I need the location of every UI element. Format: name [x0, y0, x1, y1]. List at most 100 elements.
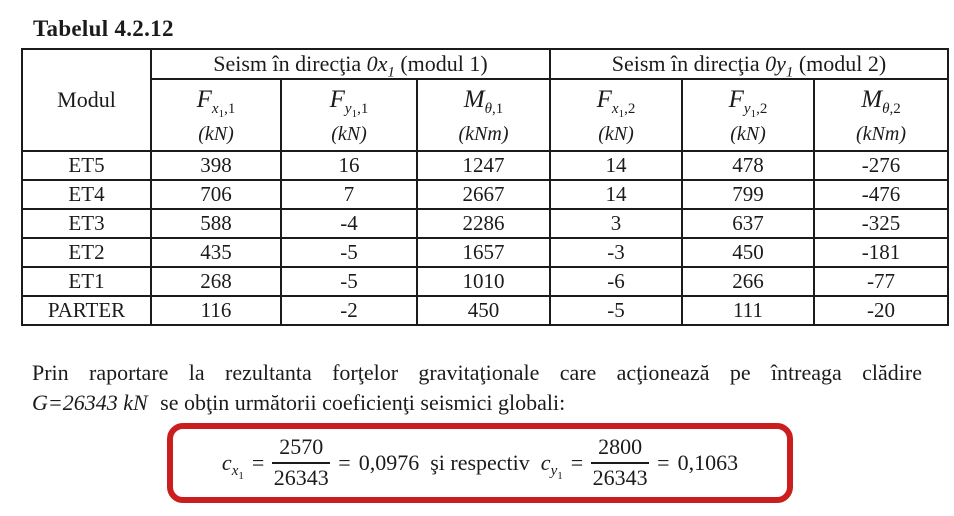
table-cell: -181 — [813, 237, 949, 268]
table-cell: -476 — [813, 179, 949, 210]
table-cell: 16 — [280, 150, 418, 181]
equals-sign: = — [570, 450, 584, 475]
row-label: ET5 — [21, 150, 152, 181]
group-header-mode: (modul 2) — [793, 51, 887, 76]
table-row-parter: PARTER 116 -2 450 -5 111 -20 — [21, 295, 949, 326]
table-caption: Tabelul 4.2.12 — [33, 16, 174, 41]
group-header-mode: (modul 1) — [394, 51, 488, 76]
table-cell: 2667 — [416, 179, 551, 210]
column-header-fy1-2: Fy1,2 (kN) — [681, 78, 815, 152]
table-row-et5: ET5 398 16 1247 14 478 -276 — [21, 150, 949, 181]
row-label: ET1 — [21, 266, 152, 297]
table-cell: -5 — [549, 295, 683, 326]
table-cell: 637 — [681, 208, 815, 239]
table-cell: 1657 — [416, 237, 551, 268]
row-label: ET2 — [21, 237, 152, 268]
column-symbol: Fx1,2 — [596, 86, 636, 121]
table-cell: 7 — [280, 179, 418, 210]
fraction-numerator: 2800 — [591, 435, 650, 464]
axis-x-symbol: 0x1 — [366, 51, 395, 79]
table-cell: -3 — [549, 237, 683, 268]
column-header-fy1-1: Fy1,1 (kN) — [280, 78, 418, 152]
table-cell: 2286 — [416, 208, 551, 239]
table-row-et2: ET2 435 -5 1657 -3 450 -181 — [21, 237, 949, 268]
column-unit: (kNm) — [856, 122, 906, 145]
group-header-y-direction: Seism în direcţia 0y1 (modul 2) — [549, 48, 949, 80]
table-cell: 3 — [549, 208, 683, 239]
axis-y-symbol: 0y1 — [765, 51, 794, 79]
table-row-et1: ET1 268 -5 1010 -6 266 -77 — [21, 266, 949, 297]
equals-sign: = — [338, 450, 351, 475]
row-label: PARTER — [21, 295, 152, 326]
table-cell: 450 — [681, 237, 815, 268]
column-symbol: Fy1,1 — [329, 86, 369, 121]
table-cell: 588 — [150, 208, 282, 239]
table-row-et4: ET4 706 7 2667 14 799 -476 — [21, 179, 949, 210]
table-cell: 799 — [681, 179, 815, 210]
column-header-mtheta-1: Mθ,1 (kNm) — [416, 78, 551, 152]
table-cell: 1247 — [416, 150, 551, 181]
body-paragraph: Prin raportare la rezultanta forţelor gr… — [32, 358, 922, 418]
table-cell: 1010 — [416, 266, 551, 297]
column-unit: (kN) — [598, 122, 634, 145]
table-cell: 116 — [150, 295, 282, 326]
column-symbol: Mθ,1 — [463, 86, 504, 118]
fraction-numerator: 2570 — [272, 435, 331, 464]
column-unit: (kN) — [198, 122, 234, 145]
row-label: ET4 — [21, 179, 152, 210]
table-row-et3: ET3 588 -4 2286 3 637 -325 — [21, 208, 949, 239]
table-cell: 706 — [150, 179, 282, 210]
gravitational-resultant-value: G=26343 kN — [32, 390, 148, 415]
table-cell: -77 — [813, 266, 949, 297]
table-cell: -20 — [813, 295, 949, 326]
coefficient-cx1-symbol: cx1 — [221, 449, 244, 483]
table-cell: -325 — [813, 208, 949, 239]
column-header-fx1-1: Fx1,1 (kN) — [150, 78, 282, 152]
table-cell: 111 — [681, 295, 815, 326]
table-cell: 435 — [150, 237, 282, 268]
paragraph-line-2-text: se obţin următorii coeficienţi seismici … — [154, 390, 566, 415]
fraction-cx1: 2570 26343 — [272, 435, 331, 490]
row-label: ET3 — [21, 208, 152, 239]
table-cell: 14 — [549, 150, 683, 181]
table-cell: -6 — [549, 266, 683, 297]
equals-sign: = — [657, 450, 670, 475]
column-unit: (kNm) — [458, 122, 509, 145]
column-symbol: Fx1,1 — [196, 86, 236, 121]
column-unit: (kN) — [331, 122, 367, 145]
column-unit: (kN) — [730, 122, 766, 145]
coefficient-cy1-value: 0,1063 — [677, 450, 739, 475]
column-symbol: Mθ,2 — [861, 86, 901, 118]
column-header-mtheta-2: Mθ,2 (kNm) — [813, 78, 949, 152]
seismic-forces-table: Modul Seism în direcţia 0x1 (modul 1) Se… — [21, 48, 949, 326]
table-cell: -2 — [280, 295, 418, 326]
column-header-fx1-2: Fx1,2 (kN) — [549, 78, 683, 152]
table-cell: -5 — [280, 266, 418, 297]
table-cell: 478 — [681, 150, 815, 181]
table-cell: 398 — [150, 150, 282, 181]
table-cell: -4 — [280, 208, 418, 239]
coefficient-cy1-symbol: cy1 — [540, 449, 563, 483]
equals-sign: = — [251, 450, 265, 475]
table-cell: 450 — [416, 295, 551, 326]
paragraph-line-1: Prin raportare la rezultanta forţelor gr… — [32, 360, 922, 385]
fraction-cy1: 2800 26343 — [591, 435, 650, 490]
column-header-row: Fx1,1 (kN) Fy1,1 (kN) Mθ,1 (kNm) Fx1,2 (… — [22, 78, 949, 152]
column-header-modul: Modul — [21, 48, 152, 152]
group-header-row: Modul Seism în direcţia 0x1 (modul 1) Se… — [21, 48, 949, 152]
table-cell: -5 — [280, 237, 418, 268]
table-cell: 14 — [549, 179, 683, 210]
column-symbol: Fy1,2 — [728, 86, 768, 121]
coefficient-cx1-value: 0,0976 — [358, 450, 420, 475]
highlight-box: cx1 = 2570 26343 = 0,0976 şi respectiv cy… — [167, 423, 793, 503]
table-cell: 266 — [681, 266, 815, 297]
fraction-denominator: 26343 — [592, 465, 648, 490]
paragraph-line-2: G=26343 kN se obţin următorii coeficienţ… — [32, 388, 922, 418]
table-cell: -276 — [813, 150, 949, 181]
table-cell: 268 — [150, 266, 282, 297]
group-header-x-direction: Seism în direcţia 0x1 (modul 1) — [150, 48, 551, 80]
group-header-text: Seism în direcţia — [213, 51, 367, 76]
group-header-text: Seism în direcţia — [611, 51, 766, 76]
fraction-denominator: 26343 — [273, 465, 329, 490]
